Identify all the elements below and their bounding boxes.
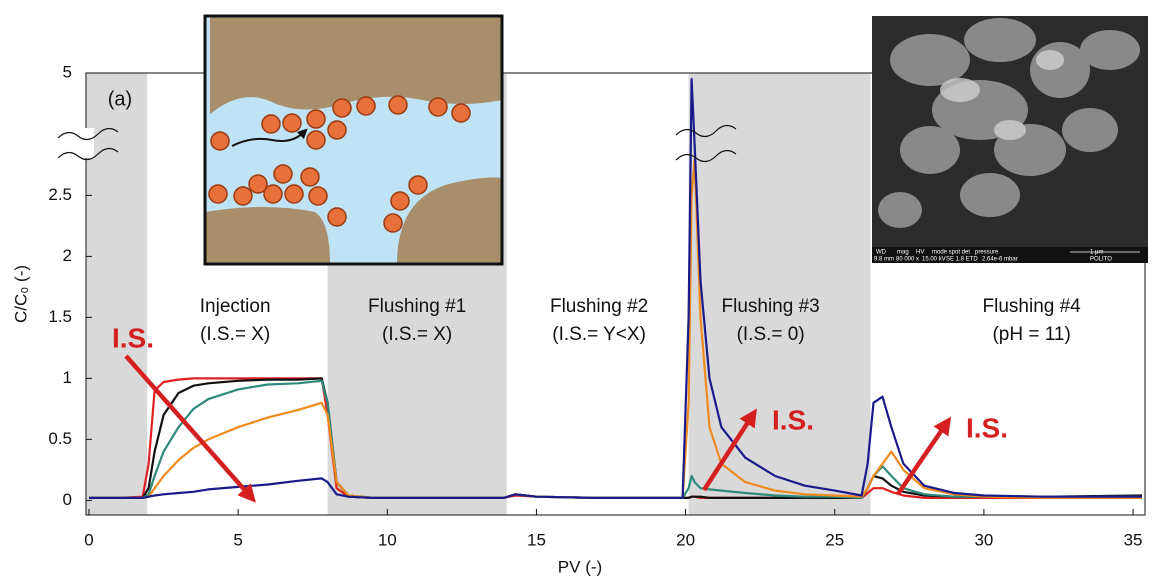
- shaded-phase: [688, 73, 871, 515]
- phase-name: Flushing #4: [983, 296, 1082, 317]
- phase-condition: (I.S.= 0): [737, 324, 805, 345]
- sem-caption: 80 000 x: [896, 257, 919, 263]
- x-tick-label: 30: [974, 530, 993, 549]
- sem-caption: 9.8 mm: [874, 257, 894, 263]
- phase-name: Injection: [200, 296, 271, 317]
- phase-condition: (I.S.= X): [200, 324, 270, 345]
- sem-caption: 15.00 kV: [922, 257, 946, 263]
- annotation: I.S.: [772, 404, 814, 435]
- x-tick-label: 10: [378, 530, 397, 549]
- phase-condition: (I.S.= Y<X): [552, 324, 646, 345]
- annotation: I.S.: [966, 412, 1008, 443]
- x-axis-label: PV (-): [558, 557, 602, 576]
- y-axis-label: C/C₀ (-): [11, 265, 30, 323]
- sem-caption: mag: [897, 250, 909, 256]
- plot-frame: [85, 72, 1146, 516]
- x-tick-label: 0: [84, 530, 93, 549]
- series: [89, 78, 1143, 499]
- sem-caption: HV: [916, 250, 924, 256]
- y-tick-label: 0: [63, 490, 72, 509]
- sem-caption: POLITO: [1090, 257, 1112, 263]
- panel-label: (a): [108, 88, 132, 110]
- sem-caption: WD: [876, 250, 887, 256]
- x-tick-label: 20: [676, 530, 695, 549]
- series-line: [89, 78, 1142, 499]
- annotation-arrows: [124, 354, 952, 503]
- x-tick-label: 5: [233, 530, 242, 549]
- annotation: I.S.: [112, 322, 154, 353]
- y-tick-label: 2.5: [48, 185, 72, 204]
- x-tick-label: 15: [527, 530, 546, 549]
- phase-name: Flushing #2: [550, 296, 648, 317]
- phase-condition: (pH = 11): [992, 324, 1070, 345]
- schematic-inset: [203, 14, 504, 266]
- y-tick-label: 2: [63, 246, 72, 265]
- axis-break: [57, 124, 737, 163]
- x-tick-label: 35: [1124, 530, 1143, 549]
- phase-condition: (I.S.= X): [382, 324, 452, 345]
- phase-name: Flushing #1: [368, 296, 466, 317]
- sem-caption: 1 μm: [1090, 250, 1103, 256]
- sem-caption: mode spot det: [932, 250, 970, 256]
- sem-caption: pressure: [975, 250, 999, 256]
- x-tick-label: 25: [825, 530, 844, 549]
- phase-name: Flushing #3: [722, 296, 820, 317]
- y-tick-label: 0.5: [48, 429, 72, 448]
- sem-inset: WD mag HV mode spot det pressure 1 μm 9.…: [872, 16, 1148, 263]
- y-tick-label: 1.5: [48, 307, 72, 326]
- axes: 0 5 10 15 20 25 30 35 0 0.5 1 1.5 2 2.5 5 Injection (I.S…: [48, 62, 1142, 549]
- shaded-phase: [86, 73, 148, 515]
- sem-caption: 2.64e-6 mbar: [982, 257, 1018, 263]
- y-tick-label: 5: [63, 62, 72, 81]
- y-tick-label: 1: [63, 368, 72, 387]
- sem-caption: SE 1.8 ETD: [946, 257, 978, 263]
